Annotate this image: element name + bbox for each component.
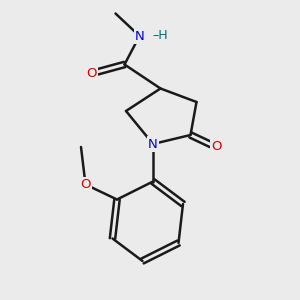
Text: O: O: [211, 140, 221, 154]
Text: O: O: [86, 67, 97, 80]
Text: O: O: [80, 178, 91, 191]
Text: –H: –H: [152, 29, 168, 42]
Text: N: N: [148, 137, 158, 151]
Text: N: N: [135, 29, 144, 43]
